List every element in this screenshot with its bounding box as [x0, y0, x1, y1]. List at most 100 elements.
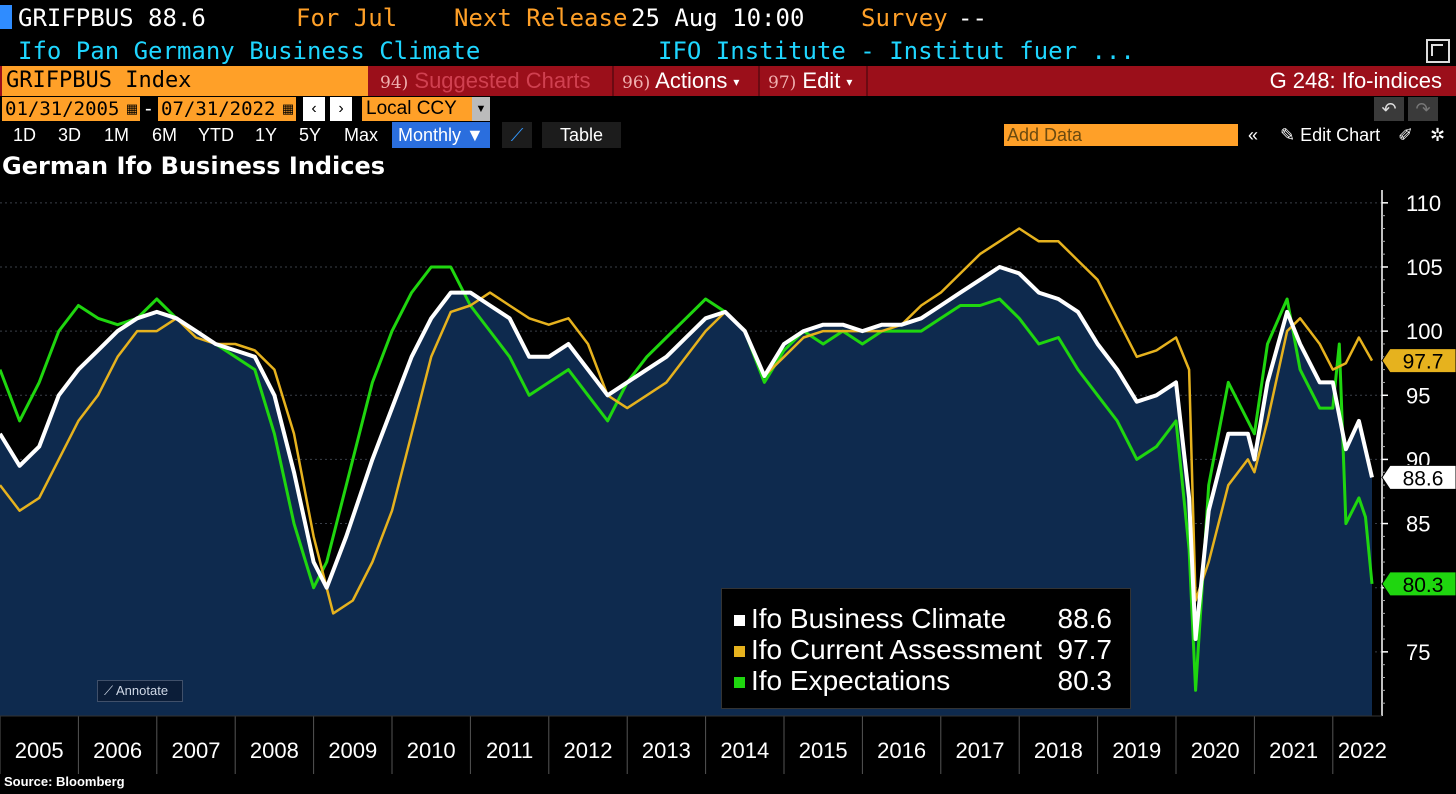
annotate-button[interactable]: ⟋ Annotate: [97, 680, 183, 702]
actions-num: 96): [622, 73, 651, 93]
x-tick-label: 2021: [1269, 738, 1318, 763]
x-tick-label: 2011: [486, 738, 533, 763]
table-button[interactable]: Table: [542, 122, 622, 148]
pencil-icon: ⟋: [104, 683, 114, 698]
x-tick-label: 2007: [172, 738, 221, 763]
x-tick-label: 2017: [956, 738, 1005, 763]
end-date-input[interactable]: 07/31/2022: [158, 97, 280, 121]
timeframe-6m[interactable]: 6M: [152, 125, 178, 145]
climate-area-fill: [0, 267, 1372, 716]
security-field[interactable]: GRIFPBUS Index: [2, 66, 368, 96]
suggested-label: Suggested Charts: [414, 68, 591, 93]
period-label: For Jul: [296, 4, 398, 32]
timeframe-1y[interactable]: 1Y: [255, 125, 278, 145]
x-tick-label: 2015: [799, 738, 848, 763]
legend-swatch: [734, 646, 745, 658]
timeframe-5y[interactable]: 5Y: [299, 125, 322, 145]
x-tick-label: 2020: [1191, 738, 1240, 763]
y-tick-label: 100: [1406, 319, 1443, 344]
annotate-label: Annotate: [116, 683, 169, 698]
tag-expectations: 80.3: [1381, 571, 1456, 597]
start-date-input[interactable]: 01/31/2005: [2, 97, 124, 121]
edit-num: 97): [768, 73, 797, 93]
edit-label: Edit: [802, 68, 841, 93]
calendar-icon[interactable]: ▦: [124, 97, 140, 121]
x-tick-label: 2008: [250, 738, 299, 763]
legend-value: 88.6: [1057, 603, 1113, 634]
expand-icon[interactable]: [1426, 39, 1450, 63]
y-tick-label: 105: [1406, 255, 1443, 280]
legend-item-climate: Ifo Business Climate 88.6: [734, 603, 1124, 635]
x-tick-label: 2018: [1034, 738, 1083, 763]
survey-label: Survey: [861, 4, 948, 32]
legend-label: Ifo Business Climate: [751, 603, 1007, 634]
actions-menu[interactable]: 96) Actions ▾: [612, 66, 754, 96]
add-data-input[interactable]: Add Data: [1004, 124, 1238, 146]
chart-legend: Ifo Business Climate 88.6 Ifo Current As…: [721, 588, 1131, 709]
source-note: Source: Bloomberg: [4, 774, 125, 789]
suggested-charts-button[interactable]: 94) Suggested Charts: [372, 66, 608, 96]
chevron-left-icon[interactable]: ‹: [303, 97, 325, 121]
function-name: G 248: Ifo-indices: [1269, 68, 1442, 93]
undo-icon[interactable]: ↶: [1374, 97, 1404, 121]
legend-swatch: [734, 615, 745, 627]
line-chart-icon[interactable]: ⟋: [502, 122, 532, 148]
legend-label: Ifo Current Assessment: [751, 634, 1043, 665]
timeframe-1m[interactable]: 1M: [104, 125, 130, 145]
x-tick-label: 2005: [15, 738, 64, 763]
period-select[interactable]: Monthly ▼: [392, 122, 490, 148]
caret-down-icon: ▼: [466, 125, 484, 145]
tag-label: 97.7: [1403, 351, 1444, 374]
x-tick-label: 2010: [407, 738, 456, 763]
chevron-right-icon[interactable]: ›: [330, 97, 352, 121]
currency-select[interactable]: Local CCY: [362, 97, 472, 121]
x-tick-label: 2019: [1112, 738, 1161, 763]
collapse-icon[interactable]: «: [1248, 125, 1259, 145]
x-tick-label: 2013: [642, 738, 691, 763]
edit-chart-label: Edit Chart: [1300, 125, 1381, 145]
y-tick-label: 95: [1406, 383, 1430, 408]
ticker[interactable]: GRIFPBUS: [18, 4, 134, 32]
next-release-value: 25 Aug 10:00: [631, 4, 805, 32]
period-label: Monthly: [398, 125, 462, 145]
y-axis: 7580859095100105110: [1381, 190, 1443, 716]
suggested-num: 94): [380, 73, 409, 93]
selection-marker: [0, 5, 12, 29]
timeframe-max[interactable]: Max: [344, 125, 379, 145]
timeframe-bar: 1D 3D 1M 6M YTD 1Y 5Y Max Monthly ▼ ⟋ Ta…: [0, 122, 1456, 148]
redo-icon[interactable]: ↷: [1408, 97, 1438, 121]
edit-icon[interactable]: ✐: [1398, 125, 1414, 145]
actions-label: Actions: [655, 68, 728, 93]
tag-label: 88.6: [1403, 467, 1444, 490]
chevron-down-icon: ▾: [846, 75, 853, 90]
tag-current: 97.7: [1381, 348, 1456, 374]
calendar-icon[interactable]: ▦: [280, 97, 296, 121]
survey-value: --: [958, 4, 987, 32]
y-tick-label: 75: [1406, 640, 1430, 665]
x-tick-label: 2012: [564, 738, 613, 763]
business-climate-line: [0, 265, 1374, 641]
x-tick-label: 2022: [1338, 738, 1387, 763]
chevron-down-icon[interactable]: ▼: [472, 97, 490, 121]
edit-menu[interactable]: 97) Edit ▾: [758, 66, 868, 96]
gear-icon[interactable]: ✲: [1430, 125, 1446, 145]
tag-climate: 88.6: [1381, 464, 1456, 490]
timeframe-3d[interactable]: 3D: [58, 125, 82, 145]
timeframe-ytd[interactable]: YTD: [198, 125, 234, 145]
security-description: Ifo Pan Germany Business Climate: [18, 37, 481, 65]
legend-item-current: Ifo Current Assessment 97.7: [734, 634, 1124, 666]
legend-value: 80.3: [1057, 665, 1113, 696]
y-tick-label: 110: [1406, 191, 1441, 216]
last-value: 88.6: [148, 4, 206, 32]
tag-box: [1381, 571, 1456, 597]
timeframe-1d[interactable]: 1D: [13, 125, 37, 145]
description-row: Ifo Pan Germany Business Climate IFO Ins…: [0, 36, 1456, 66]
tag-label: 80.3: [1403, 574, 1444, 597]
chart-title: German Ifo Business Indices: [2, 152, 386, 180]
security-header: GRIFPBUS 88.6 For Jul Next Release 25 Au…: [0, 0, 1456, 36]
edit-chart-button[interactable]: ✎ Edit Chart: [1280, 122, 1380, 148]
last-value-tags: 97.7 88.6 80.3: [1381, 348, 1456, 597]
pencil-icon: ✎: [1280, 125, 1296, 145]
x-tick-label: 2009: [328, 738, 377, 763]
next-release-label: Next Release: [454, 4, 628, 32]
